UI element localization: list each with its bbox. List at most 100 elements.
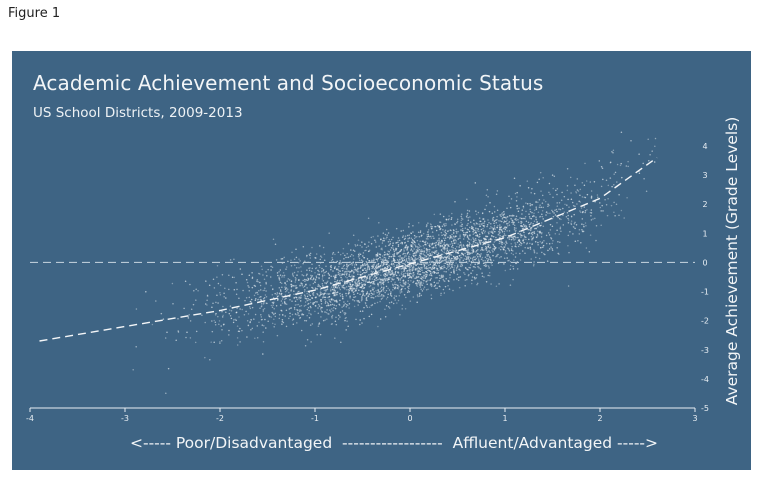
- data-point: [360, 259, 363, 261]
- data-point: [435, 241, 437, 244]
- data-point: [537, 244, 539, 246]
- data-point: [605, 179, 608, 182]
- data-point: [427, 288, 429, 290]
- data-point: [447, 230, 449, 233]
- x-tick-label: 3: [692, 414, 697, 423]
- data-point: [365, 305, 368, 307]
- data-point: [399, 242, 402, 244]
- data-point: [385, 285, 388, 288]
- data-point: [437, 257, 439, 259]
- data-point: [524, 216, 527, 218]
- data-point: [223, 292, 225, 294]
- data-point: [306, 290, 308, 293]
- data-point: [488, 267, 490, 269]
- data-point: [529, 217, 531, 220]
- data-point: [352, 254, 355, 257]
- data-point: [345, 256, 347, 259]
- data-point: [297, 271, 299, 273]
- data-point: [577, 240, 579, 242]
- data-point: [377, 235, 379, 237]
- data-point: [311, 296, 313, 299]
- data-point: [386, 278, 388, 280]
- data-point: [345, 316, 347, 319]
- data-point: [393, 263, 395, 266]
- data-point: [364, 267, 366, 270]
- x-axis-label: <----- Poor/Disadvantaged --------------…: [130, 434, 690, 452]
- data-point: [476, 223, 478, 225]
- data-point: [426, 224, 428, 226]
- data-point: [327, 304, 329, 307]
- data-point: [442, 259, 444, 262]
- data-point: [327, 272, 330, 275]
- data-point: [340, 276, 342, 279]
- data-point: [333, 285, 336, 287]
- data-point: [427, 222, 429, 224]
- data-point: [361, 322, 363, 324]
- data-point: [331, 314, 334, 317]
- data-point: [270, 265, 272, 268]
- data-point: [410, 265, 413, 267]
- data-point: [530, 258, 532, 260]
- data-point: [452, 235, 455, 238]
- data-point: [426, 234, 428, 236]
- data-point: [500, 242, 502, 244]
- data-point: [519, 252, 521, 255]
- data-point: [496, 226, 498, 229]
- data-point: [465, 258, 468, 260]
- data-point: [468, 238, 470, 241]
- data-point: [260, 298, 262, 301]
- data-point: [461, 227, 464, 230]
- data-point: [310, 274, 312, 277]
- data-point: [447, 266, 449, 268]
- data-point: [456, 264, 459, 266]
- data-point: [459, 259, 461, 262]
- data-point: [425, 280, 427, 282]
- data-point: [521, 225, 523, 228]
- data-point: [361, 310, 364, 312]
- data-point: [387, 277, 390, 279]
- data-point: [481, 224, 484, 226]
- data-point: [441, 241, 443, 243]
- data-point: [504, 228, 507, 231]
- data-point: [515, 243, 517, 245]
- data-point: [365, 293, 368, 296]
- data-point: [468, 241, 471, 244]
- data-point: [331, 258, 334, 261]
- data-point: [353, 275, 355, 278]
- data-point: [402, 280, 404, 282]
- data-point: [423, 275, 425, 277]
- data-point: [318, 284, 321, 287]
- data-point: [340, 279, 342, 281]
- data-point: [271, 322, 274, 325]
- data-point: [563, 195, 566, 198]
- data-point: [418, 256, 420, 258]
- data-point: [429, 260, 431, 262]
- data-point: [526, 180, 529, 182]
- data-point: [345, 289, 348, 291]
- data-point: [297, 311, 299, 314]
- data-point: [527, 221, 530, 224]
- data-point: [507, 260, 509, 262]
- data-point: [551, 249, 554, 251]
- data-point: [562, 207, 564, 210]
- data-point: [392, 302, 395, 305]
- data-point: [535, 200, 537, 203]
- data-point: [445, 271, 447, 273]
- data-point: [389, 265, 391, 268]
- data-point: [420, 281, 423, 284]
- data-point: [610, 204, 613, 207]
- data-point: [366, 268, 369, 270]
- data-point: [370, 294, 372, 297]
- data-point: [307, 277, 309, 279]
- data-point: [466, 224, 468, 227]
- y-tick-label: 0: [702, 258, 707, 267]
- data-point: [475, 222, 478, 224]
- data-point: [298, 309, 300, 311]
- data-point: [460, 213, 463, 215]
- data-point: [496, 190, 499, 192]
- data-point: [478, 230, 480, 233]
- data-point: [479, 243, 482, 245]
- data-point: [264, 287, 266, 289]
- data-point: [557, 240, 559, 243]
- data-point: [480, 258, 483, 261]
